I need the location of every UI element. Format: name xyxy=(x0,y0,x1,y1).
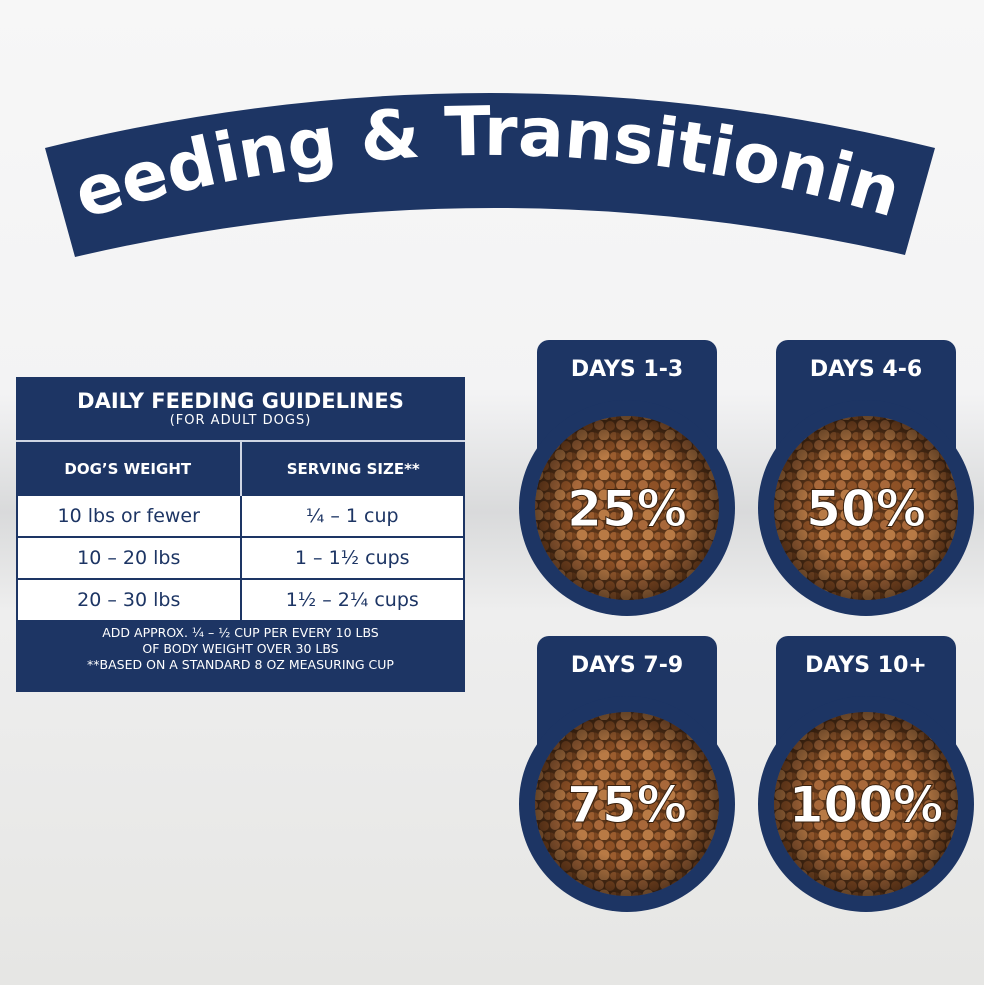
note: **BASED ON A STANDARD 8 OZ MEASURING CUP xyxy=(87,657,394,672)
days-label: DAYS 1-3 xyxy=(571,357,683,382)
note: ADD APPROX. ¼ – ½ CUP PER EVERY 10 LBS xyxy=(102,625,379,640)
table-subtitle: (FOR ADULT DOGS) xyxy=(169,413,312,428)
title-banner xyxy=(45,93,935,257)
row: 10 lbs or fewer ¼ – 1 cup xyxy=(18,496,463,536)
header-row: DOG’S WEIGHT SERVING SIZE** xyxy=(16,440,465,496)
kibble-shade xyxy=(535,712,719,896)
feeding-table: DAILY FEEDING GUIDELINES (FOR ADULT DOGS… xyxy=(16,377,465,692)
percent: 25% xyxy=(567,480,687,538)
kibble-shade xyxy=(774,416,958,600)
days-label: DAYS 4-6 xyxy=(810,357,922,382)
column-header: DOG’S WEIGHT xyxy=(16,442,242,496)
percent: 50% xyxy=(806,480,926,538)
cell: 10 lbs or fewer xyxy=(18,496,242,536)
days-label: DAYS 10+ xyxy=(805,653,927,678)
cell: 10 – 20 lbs xyxy=(18,538,242,578)
kibble-shade xyxy=(774,712,958,896)
row: 10 – 20 lbs 1 – 1½ cups xyxy=(18,538,463,578)
cell: 1 – 1½ cups xyxy=(294,547,410,569)
cell: 20 – 30 lbs xyxy=(18,580,242,620)
column-header: SERVING SIZE** xyxy=(286,460,420,478)
row: 20 – 30 lbs 1½ – 2¼ cups xyxy=(18,580,463,620)
notes: ADD APPROX. ¼ – ½ CUP PER EVERY 10 LBS O… xyxy=(16,625,465,673)
percent: 75% xyxy=(567,776,687,834)
note: OF BODY WEIGHT OVER 30 LBS xyxy=(142,641,339,656)
days-label: DAYS 7-9 xyxy=(571,653,683,678)
table-title: DAILY FEEDING GUIDELINES xyxy=(77,389,404,413)
cell: 1½ – 2¼ cups xyxy=(285,589,419,611)
percent: 100% xyxy=(789,776,943,834)
cell: ¼ – 1 cup xyxy=(305,505,399,527)
kibble-shade xyxy=(535,416,719,600)
